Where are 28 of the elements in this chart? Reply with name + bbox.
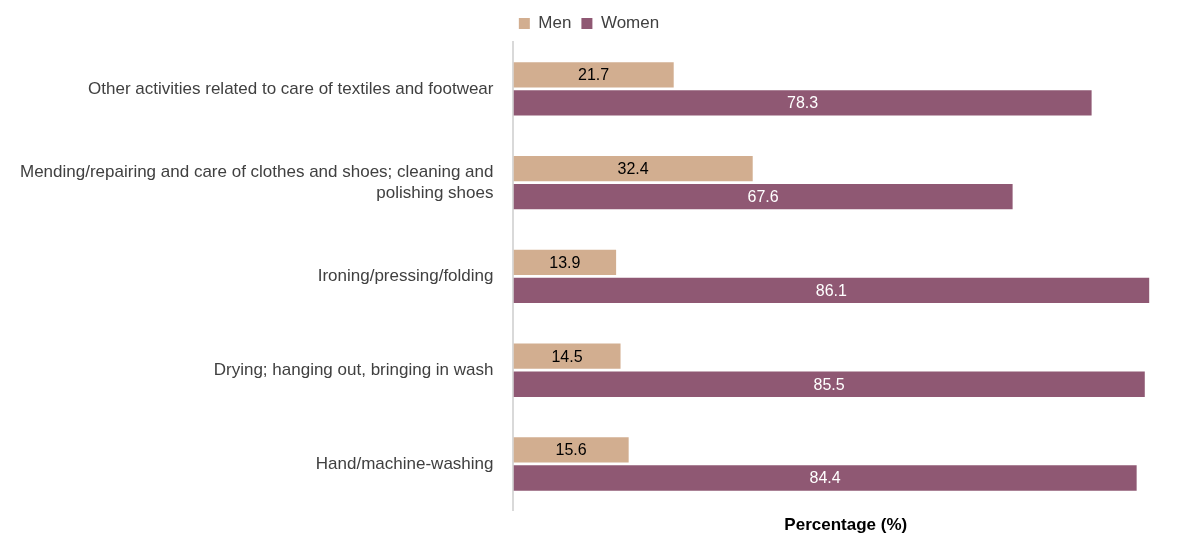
bar: [513, 277, 1150, 304]
legend-label: Men: [538, 13, 572, 33]
bar: [513, 249, 617, 275]
bar: [513, 184, 1013, 210]
y-tick-label: Hand/machine-washing: [315, 453, 494, 473]
bar: [513, 90, 1092, 116]
data-label: 85.5: [813, 375, 845, 393]
data-label: 32.4: [617, 159, 649, 177]
bar: [513, 437, 629, 463]
bar: [513, 343, 621, 369]
x-axis-title: Percentage (%): [784, 514, 908, 534]
y-tick-label: Other activities related to care of textiles and footwear: [88, 78, 494, 98]
y-tick-label: Mending/repairing and care of clothes and shoes; cleaning and polishing shoes: [19, 162, 494, 202]
y-tick-label: Ironing/pressing/folding: [317, 266, 494, 286]
data-label: 21.7: [578, 66, 610, 84]
y-tick-label: Drying; hanging out, bringing in wash: [213, 359, 494, 379]
data-label: 13.9: [549, 253, 581, 271]
bar: [513, 465, 1137, 491]
legend-label: Women: [600, 13, 660, 33]
data-label: 14.5: [551, 347, 583, 365]
bar: [513, 62, 674, 88]
data-label: 78.3: [786, 94, 819, 112]
bar: [513, 371, 1145, 397]
bar: [513, 155, 753, 182]
data-label: 84.4: [809, 469, 841, 487]
data-label: 86.1: [815, 281, 848, 299]
data-label: 15.6: [555, 441, 587, 459]
data-label: 67.6: [747, 188, 779, 206]
